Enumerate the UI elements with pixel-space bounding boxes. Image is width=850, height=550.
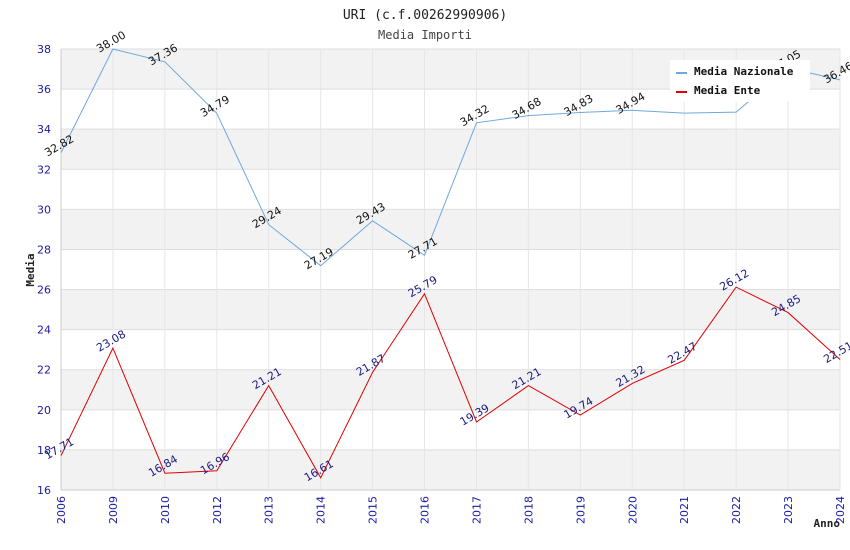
y-tick-label: 16 bbox=[37, 484, 51, 497]
grid-band bbox=[61, 369, 840, 410]
x-tick-label: 2014 bbox=[315, 496, 328, 524]
data-label-media-ente: 22.51 bbox=[821, 339, 850, 366]
x-tick-label: 2012 bbox=[211, 496, 224, 524]
x-tick-label: 2019 bbox=[574, 496, 587, 524]
y-tick-label: 28 bbox=[37, 243, 51, 256]
grid-band bbox=[61, 449, 840, 490]
x-tick-label: 2017 bbox=[470, 496, 483, 524]
data-label-media-nazionale: 34.83 bbox=[562, 92, 596, 119]
y-tick-label: 32 bbox=[37, 163, 51, 176]
y-axis-ticks: 16 18 20 22 24 26 28 30 32 34 36 38 bbox=[37, 43, 51, 497]
x-tick-label: 2023 bbox=[782, 496, 795, 524]
y-tick-label: 26 bbox=[37, 284, 51, 297]
legend-box bbox=[670, 60, 810, 102]
grid-band bbox=[61, 129, 840, 170]
y-tick-label: 24 bbox=[37, 324, 51, 337]
x-tick-label: 2010 bbox=[159, 496, 172, 524]
chart-subtitle: Media Importi bbox=[378, 28, 472, 42]
chart-title: URI (c.f.00262990906) bbox=[343, 8, 507, 23]
legend-label-media-nazionale: Media Nazionale bbox=[694, 65, 794, 78]
x-tick-label: 2024 bbox=[834, 496, 847, 524]
data-label-media-nazionale: 34.68 bbox=[510, 95, 544, 122]
y-tick-label: 30 bbox=[37, 203, 51, 216]
legend-label-media-ente: Media Ente bbox=[694, 84, 761, 97]
x-tick-label: 2022 bbox=[730, 496, 743, 524]
x-tick-label: 2009 bbox=[107, 496, 120, 524]
x-axis-label: Anno bbox=[814, 517, 841, 530]
y-tick-label: 18 bbox=[37, 444, 51, 457]
series-line-media-nazionale bbox=[60, 48, 841, 267]
x-tick-label: 2020 bbox=[626, 496, 639, 524]
x-tick-label: 2015 bbox=[367, 496, 380, 524]
y-tick-label: 38 bbox=[37, 43, 51, 56]
data-label-media-nazionale: 34.79 bbox=[198, 93, 232, 120]
x-tick-label: 2006 bbox=[55, 496, 68, 524]
data-label-media-ente: 22.47 bbox=[666, 340, 700, 367]
x-tick-label: 2021 bbox=[678, 496, 691, 524]
data-label-media-nazionale: 34.94 bbox=[614, 90, 648, 117]
data-label-media-ente: 23.08 bbox=[94, 328, 128, 355]
y-tick-label: 20 bbox=[37, 404, 51, 417]
legend: Media Nazionale Media Ente bbox=[670, 60, 810, 102]
x-tick-label: 2016 bbox=[419, 496, 432, 524]
y-tick-label: 34 bbox=[37, 123, 51, 136]
grid-band bbox=[61, 289, 840, 330]
grid-bands bbox=[61, 49, 840, 490]
y-tick-label: 22 bbox=[37, 364, 51, 377]
y-tick-label: 36 bbox=[37, 83, 51, 96]
y-axis-label: Media bbox=[24, 253, 37, 286]
x-tick-label: 2018 bbox=[522, 496, 535, 524]
x-axis-ticks: 2006 2009 2010 2012 2013 2014 2015 2016 2017 2018… bbox=[55, 496, 847, 524]
grid-lines bbox=[60, 48, 841, 491]
x-tick-label: 2013 bbox=[263, 496, 276, 524]
data-label-media-nazionale: 34.32 bbox=[458, 102, 492, 129]
series-line-media-ente bbox=[60, 286, 841, 479]
grid-band bbox=[61, 209, 840, 250]
